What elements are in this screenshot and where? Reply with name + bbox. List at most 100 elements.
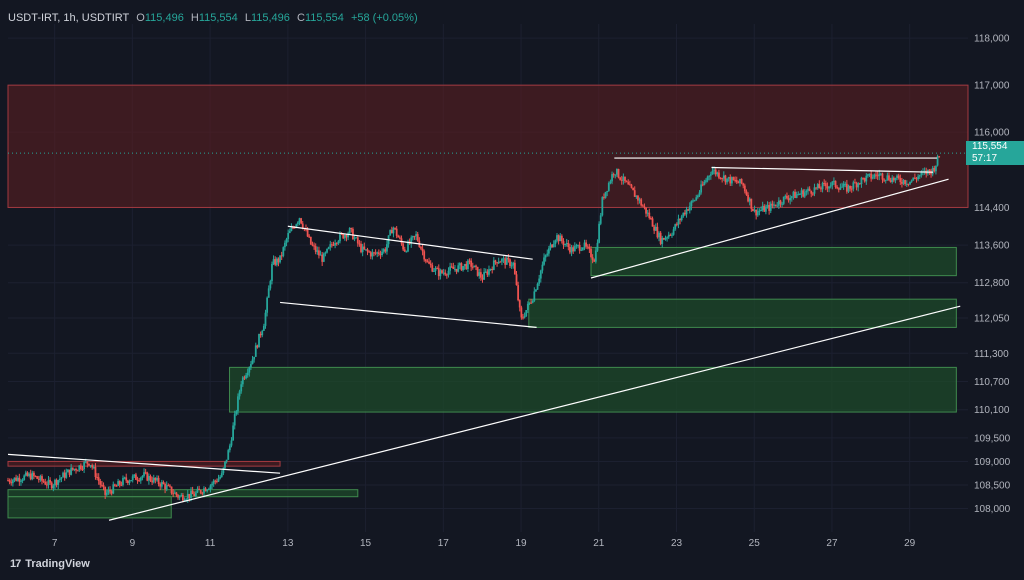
candle-up bbox=[16, 477, 19, 481]
candle-down bbox=[854, 182, 856, 184]
candle-down bbox=[321, 254, 324, 262]
candle-down bbox=[198, 488, 200, 491]
trendline bbox=[287, 225, 533, 260]
high-label: H bbox=[190, 12, 199, 24]
candle-down bbox=[640, 199, 643, 206]
candle-up bbox=[722, 175, 725, 179]
candle-down bbox=[101, 484, 103, 486]
candle-down bbox=[863, 177, 866, 182]
candle-up bbox=[219, 476, 222, 479]
candle-down bbox=[486, 271, 489, 275]
candle-up bbox=[795, 194, 798, 198]
candle-down bbox=[591, 257, 594, 260]
candle-up bbox=[769, 203, 772, 211]
candle-down bbox=[394, 227, 396, 229]
candle-down bbox=[810, 190, 813, 194]
y-tick-label: 113,600 bbox=[974, 241, 1010, 252]
candle-up bbox=[62, 472, 64, 478]
candle-down bbox=[499, 261, 502, 263]
candle-up bbox=[807, 188, 809, 191]
candle-up bbox=[411, 236, 414, 238]
candle-down bbox=[724, 175, 727, 183]
x-tick-label: 17 bbox=[438, 538, 450, 549]
candle-up bbox=[713, 169, 715, 171]
candle-up bbox=[240, 384, 243, 392]
candle-up bbox=[601, 197, 604, 216]
candle-down bbox=[384, 249, 387, 252]
candle-down bbox=[413, 236, 416, 238]
candle-down bbox=[8, 480, 11, 483]
trendline bbox=[108, 305, 961, 521]
candle-up bbox=[483, 272, 486, 280]
candle-down bbox=[191, 490, 194, 495]
candle-up bbox=[206, 489, 209, 492]
y-tick-label: 110,700 bbox=[974, 377, 1010, 388]
candle-down bbox=[366, 249, 369, 252]
candle-down bbox=[794, 191, 796, 198]
candle-down bbox=[175, 492, 178, 496]
candle-down bbox=[277, 258, 280, 263]
candle-down bbox=[335, 243, 338, 245]
candle-up bbox=[284, 242, 286, 248]
close-label: C bbox=[296, 12, 305, 24]
candle-down bbox=[169, 485, 171, 487]
candle-down bbox=[779, 200, 782, 204]
candle-down bbox=[826, 186, 829, 189]
candle-down bbox=[659, 232, 662, 244]
candle-up bbox=[556, 235, 558, 241]
candle-down bbox=[476, 266, 479, 276]
candle-up bbox=[581, 247, 584, 250]
candle-up bbox=[671, 234, 673, 236]
candle-up bbox=[541, 264, 544, 271]
candle-up bbox=[185, 499, 188, 501]
candle-up bbox=[337, 241, 340, 244]
candle-down bbox=[745, 191, 748, 195]
candle-up bbox=[246, 372, 249, 376]
candle-up bbox=[207, 489, 210, 491]
candle-up bbox=[316, 250, 319, 252]
candle-up bbox=[266, 297, 269, 313]
candle-down bbox=[144, 472, 147, 474]
x-tick-label: 19 bbox=[515, 538, 527, 549]
candle-down bbox=[379, 254, 382, 256]
candle-up bbox=[339, 233, 341, 242]
candle-up bbox=[896, 175, 898, 178]
candle-up bbox=[667, 234, 670, 238]
candle-down bbox=[593, 259, 596, 262]
candle-down bbox=[395, 228, 398, 236]
candle-up bbox=[726, 178, 728, 183]
candle-down bbox=[149, 476, 152, 481]
candle-up bbox=[860, 177, 863, 185]
candle-down bbox=[504, 258, 507, 265]
candle-up bbox=[117, 481, 120, 486]
open-label: O bbox=[136, 12, 145, 24]
candle-up bbox=[536, 283, 539, 290]
candle-up bbox=[805, 190, 808, 193]
candle-up bbox=[879, 173, 882, 175]
candle-up bbox=[165, 485, 168, 490]
demand-zone bbox=[528, 298, 957, 328]
candle-down bbox=[170, 486, 173, 494]
candle-down bbox=[897, 175, 900, 179]
candle-up bbox=[248, 367, 251, 373]
candle-up bbox=[23, 475, 26, 480]
candle-down bbox=[26, 472, 29, 476]
candle-up bbox=[285, 239, 288, 243]
candle-up bbox=[614, 174, 617, 176]
brand[interactable]: 17 TradingView bbox=[10, 558, 90, 570]
candle-down bbox=[356, 237, 359, 244]
candle-down bbox=[627, 182, 630, 185]
symbol-label[interactable]: USDT-IRT, 1h, USDTIRT bbox=[8, 12, 130, 24]
candle-up bbox=[130, 480, 132, 482]
candle-down bbox=[496, 262, 498, 264]
candle-down bbox=[651, 218, 654, 227]
candle-up bbox=[258, 333, 260, 348]
candle-up bbox=[364, 249, 367, 251]
candle-up bbox=[269, 281, 272, 289]
candle-down bbox=[199, 490, 202, 493]
candle-down bbox=[332, 244, 335, 246]
candle-down bbox=[774, 204, 777, 206]
candle-up bbox=[666, 237, 669, 239]
